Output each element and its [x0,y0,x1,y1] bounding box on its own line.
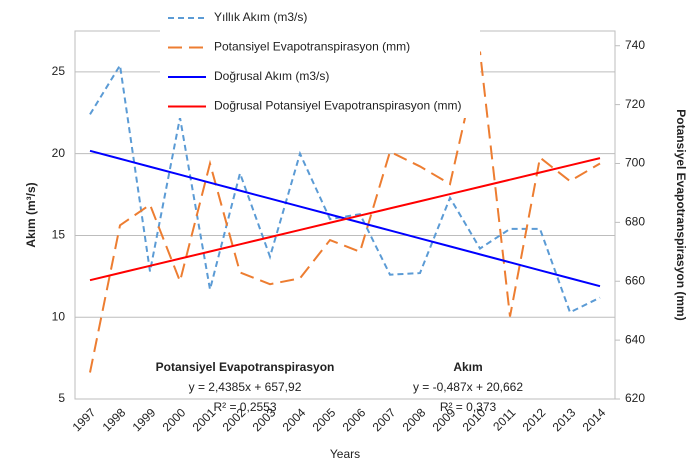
y2-axis-title: Potansiyel Evapotranspirasyon (mm) [674,109,688,320]
legend-label: Potansiyel Evapotranspirasyon (mm) [214,40,410,54]
legend-label: Doğrusal Akım (m3/s) [214,69,329,83]
x-tick-label: 2006 [340,405,369,434]
y2-tick-label: 700 [625,156,645,170]
x-axis-title: Years [330,447,360,461]
series-line [89,62,601,314]
x-tick-label: 1999 [130,405,159,434]
x-tick-label: 1997 [70,405,99,434]
legend-label: Doğrusal Potansiyel Evapotranspirasyon (… [214,99,461,113]
annotation: R² = 0,2553 [213,400,276,414]
x-tick-label: 2012 [520,405,549,434]
series-line [89,51,601,373]
annotation: Potansiyel Evapotranspirasyon [156,360,335,374]
annotation: y = -0,487x + 20,662 [413,380,523,394]
x-tick-label: 2004 [280,405,309,434]
legend-bg [160,6,480,118]
y2-tick-label: 660 [625,273,645,287]
annotation: Akım [453,360,482,374]
y-tick-label: 20 [52,146,66,160]
x-tick-label: 1998 [100,405,129,434]
y-tick-label: 25 [52,64,66,78]
y-tick-label: 5 [58,391,65,405]
x-tick-label: 2005 [310,405,339,434]
x-tick-label: 2013 [550,405,579,434]
series-line [89,157,601,282]
annotation: R² = 0,373 [440,400,497,414]
y-axis-title: Akım (m³/s) [24,182,38,247]
x-tick-label: 2007 [370,405,399,434]
annotation: y = 2,4385x + 657,92 [189,380,302,394]
y-tick-label: 15 [52,228,66,242]
y2-tick-label: 680 [625,215,645,229]
x-tick-label: 2014 [580,405,609,434]
x-tick-label: 2000 [160,405,189,434]
y2-tick-label: 740 [625,38,645,52]
y-tick-label: 10 [52,309,66,323]
y2-tick-label: 620 [625,391,645,405]
y2-tick-label: 720 [625,97,645,111]
y2-tick-label: 640 [625,332,645,346]
legend-label: Yıllık Akım (m3/s) [214,10,307,24]
x-tick-label: 2008 [400,405,429,434]
